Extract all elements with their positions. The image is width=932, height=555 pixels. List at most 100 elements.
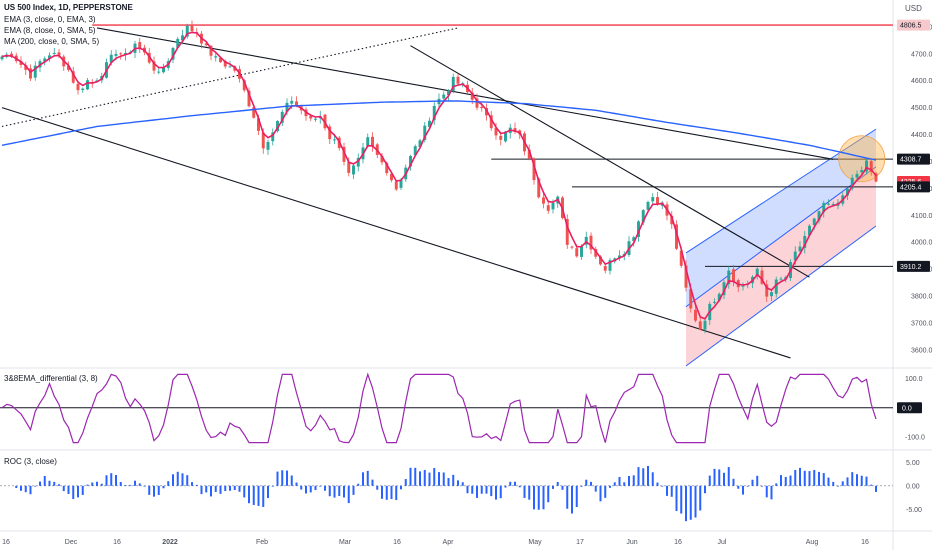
time-axis-label: Mar [339,539,352,546]
roc-bar [29,485,32,495]
candle-body [670,215,674,225]
price-tick-label: 4100.0 [911,213,932,220]
ma200-line [1,100,877,161]
roc-bar [252,485,255,505]
sub-panes-layer [0,372,893,522]
candle [52,47,56,55]
candle-body [76,83,80,91]
roc-bar [333,485,336,498]
channel-boundary [685,225,877,367]
legend-ema8[interactable]: EMA (8, close, 0, SMA, 5) [4,26,96,35]
trendline [410,45,810,278]
roc-bar [613,482,616,486]
candle-body [333,139,336,141]
roc-bar [419,471,421,486]
candle-body [10,53,13,57]
candle [741,282,745,291]
roc-pane-label[interactable]: ROC (3, close) [4,457,57,466]
roc-bar [794,469,797,486]
ema3-line [1,31,877,320]
roc-bar [727,467,730,486]
candle [770,289,773,301]
roc-bar [566,485,569,509]
differential-value-bg [897,402,922,414]
candle-body [385,162,389,174]
candle-body [694,309,697,321]
candle [513,122,517,135]
roc-bar [675,485,678,512]
roc-bar [623,482,626,486]
time-axis-label: 16 [861,539,869,546]
roc-bar [471,485,474,494]
price-tick-label: 4400.0 [911,132,932,139]
candle-body [770,292,773,297]
roc-bar [461,482,464,486]
roc-bar [423,469,426,486]
candle [152,56,156,75]
roc-bar [808,471,811,486]
candle-body [371,136,374,147]
candle-body [176,38,180,48]
roc-bar [737,485,740,489]
candle-body [527,149,531,159]
legend-ma200[interactable]: MA (200, close, 0, SMA, 5) [4,37,100,46]
roc-bar [362,472,364,486]
candle-body [713,301,716,303]
candle [670,211,674,229]
chart-title[interactable]: US 500 Index, 1D, PEPPERSTONE [4,3,133,12]
price-tick-label: 3700.0 [911,320,932,327]
candle-body [603,266,607,271]
roc-bar [656,482,659,486]
roc-bar [518,485,521,488]
candle [81,87,85,93]
candle-body [290,100,294,104]
candle [603,264,607,274]
candle-body [812,218,816,226]
roc-bar [442,472,445,486]
roc-bar [43,475,46,486]
candle-body [266,141,270,150]
legend-ema3[interactable]: EMA (3, close, 0, EMA, 3) [4,15,96,24]
roc-bar [129,484,132,486]
candle-body [276,121,279,132]
candle-body [352,165,355,175]
roc-bar [875,485,877,492]
candle-body [380,155,384,163]
candle [570,245,574,250]
roc-bar [15,485,18,489]
candle-body [52,52,56,54]
candle-body [19,61,23,65]
candle [542,192,545,209]
candle [732,264,735,287]
candle [760,267,764,285]
roc-bar [257,485,260,506]
price-tag-dark: 4205.4 [897,181,930,193]
roc-bar [157,485,160,496]
candle-body [204,43,208,46]
differential-pane-label[interactable]: 3&8EMA_differential (3, 8) [4,374,98,383]
roc-bar [870,484,873,486]
roc-bar [509,481,512,486]
candle [865,158,868,175]
roc-bar [856,474,858,486]
candle-body [257,118,260,131]
roc-bar [499,485,502,499]
candle-body [808,225,811,236]
roc-bar [708,475,711,486]
candle [371,132,374,152]
time-axis-label: May [528,539,542,546]
time-axis-label: 16 [393,539,401,546]
roc-bar [533,485,535,510]
candle [755,266,759,280]
time-axis-label: 2022 [162,539,178,546]
roc-bar [343,485,345,498]
candle-body [86,80,89,90]
roc-bar [105,475,108,486]
roc-bar [309,485,312,493]
candle-body [513,128,517,132]
roc-bar [200,485,203,495]
candle-body [252,107,256,118]
candle-body [228,66,232,68]
